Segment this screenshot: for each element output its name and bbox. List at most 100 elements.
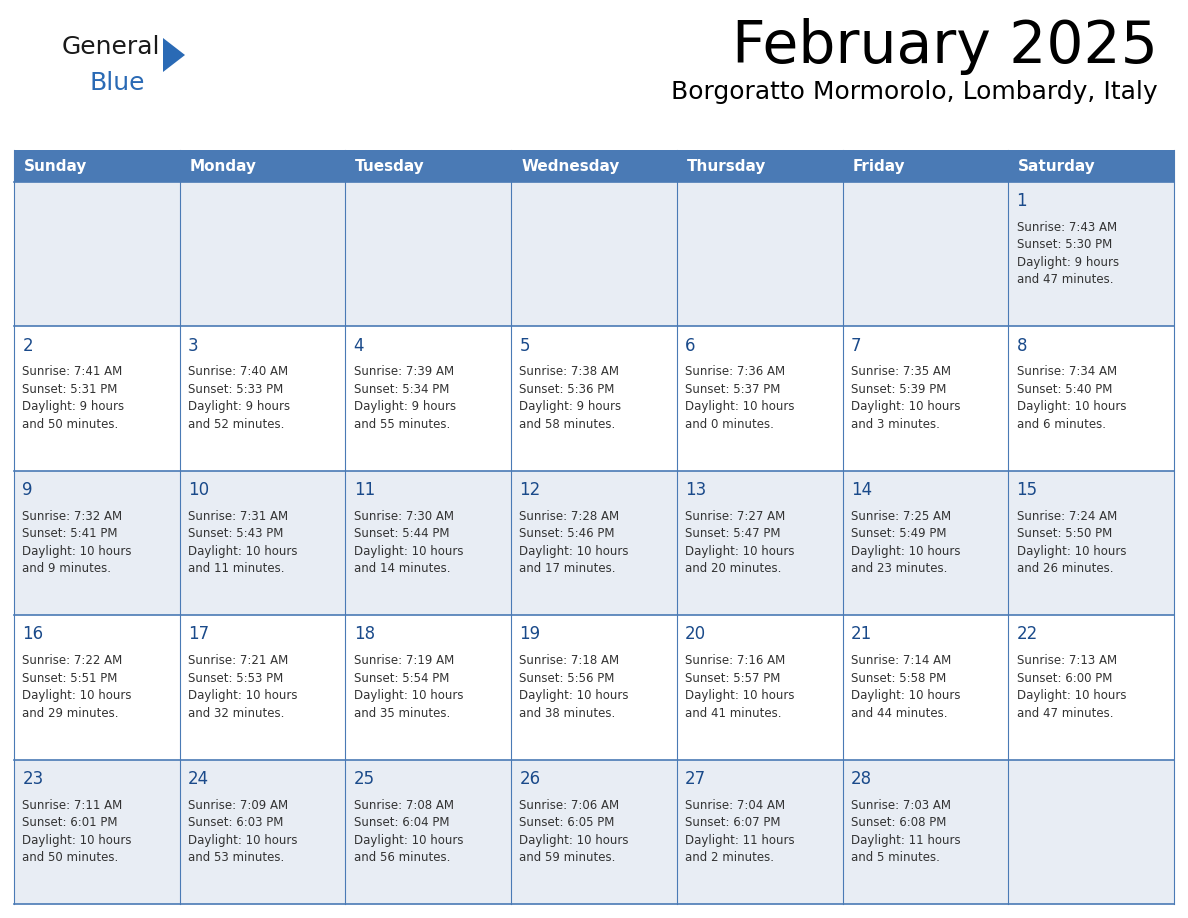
Text: Sunrise: 7:13 AM
Sunset: 6:00 PM
Daylight: 10 hours
and 47 minutes.: Sunrise: 7:13 AM Sunset: 6:00 PM Dayligh… [1017,655,1126,720]
Text: 9: 9 [23,481,33,498]
Bar [1009,150,1174,182]
Text: Sunrise: 7:31 AM
Sunset: 5:43 PM
Daylight: 10 hours
and 11 minutes.: Sunrise: 7:31 AM Sunset: 5:43 PM Dayligh… [188,509,297,576]
Text: Sunrise: 7:21 AM
Sunset: 5:53 PM
Daylight: 10 hours
and 32 minutes.: Sunrise: 7:21 AM Sunset: 5:53 PM Dayligh… [188,655,297,720]
Text: Sunday: Sunday [24,159,87,174]
Text: Sunrise: 7:06 AM
Sunset: 6:05 PM
Daylight: 10 hours
and 59 minutes.: Sunrise: 7:06 AM Sunset: 6:05 PM Dayligh… [519,799,628,864]
Bar [14,471,179,615]
Bar [842,327,1009,471]
Bar [346,182,511,327]
Text: 10: 10 [188,481,209,498]
Bar [677,327,842,471]
Bar [677,150,842,182]
Bar [179,471,346,615]
Text: 4: 4 [354,337,365,354]
Text: Sunrise: 7:39 AM
Sunset: 5:34 PM
Daylight: 9 hours
and 55 minutes.: Sunrise: 7:39 AM Sunset: 5:34 PM Dayligh… [354,365,456,431]
Text: Saturday: Saturday [1018,159,1097,174]
Text: Blue: Blue [90,71,145,95]
Bar [346,759,511,904]
Bar [511,759,677,904]
Text: Sunrise: 7:14 AM
Sunset: 5:58 PM
Daylight: 10 hours
and 44 minutes.: Sunrise: 7:14 AM Sunset: 5:58 PM Dayligh… [851,655,960,720]
Bar [179,759,346,904]
Text: Sunrise: 7:28 AM
Sunset: 5:46 PM
Daylight: 10 hours
and 17 minutes.: Sunrise: 7:28 AM Sunset: 5:46 PM Dayligh… [519,509,628,576]
Text: 19: 19 [519,625,541,644]
Text: General: General [62,35,160,59]
Bar [179,150,346,182]
Text: Sunrise: 7:08 AM
Sunset: 6:04 PM
Daylight: 10 hours
and 56 minutes.: Sunrise: 7:08 AM Sunset: 6:04 PM Dayligh… [354,799,463,864]
Text: Sunrise: 7:09 AM
Sunset: 6:03 PM
Daylight: 10 hours
and 53 minutes.: Sunrise: 7:09 AM Sunset: 6:03 PM Dayligh… [188,799,297,864]
Text: Sunrise: 7:16 AM
Sunset: 5:57 PM
Daylight: 10 hours
and 41 minutes.: Sunrise: 7:16 AM Sunset: 5:57 PM Dayligh… [685,655,795,720]
Text: 24: 24 [188,769,209,788]
Text: Borgoratto Mormorolo, Lombardy, Italy: Borgoratto Mormorolo, Lombardy, Italy [671,80,1158,104]
Text: 3: 3 [188,337,198,354]
Text: 5: 5 [519,337,530,354]
Bar [1009,615,1174,759]
Text: Sunrise: 7:41 AM
Sunset: 5:31 PM
Daylight: 9 hours
and 50 minutes.: Sunrise: 7:41 AM Sunset: 5:31 PM Dayligh… [23,365,125,431]
Text: Monday: Monday [190,159,257,174]
Bar [14,759,179,904]
Bar [511,327,677,471]
Bar [677,615,842,759]
Text: Sunrise: 7:35 AM
Sunset: 5:39 PM
Daylight: 10 hours
and 3 minutes.: Sunrise: 7:35 AM Sunset: 5:39 PM Dayligh… [851,365,960,431]
Bar [677,471,842,615]
Bar [842,182,1009,327]
Text: 18: 18 [354,625,375,644]
Text: Sunrise: 7:36 AM
Sunset: 5:37 PM
Daylight: 10 hours
and 0 minutes.: Sunrise: 7:36 AM Sunset: 5:37 PM Dayligh… [685,365,795,431]
Bar [511,182,677,327]
Text: Sunrise: 7:03 AM
Sunset: 6:08 PM
Daylight: 11 hours
and 5 minutes.: Sunrise: 7:03 AM Sunset: 6:08 PM Dayligh… [851,799,960,864]
Text: 14: 14 [851,481,872,498]
Bar [14,615,179,759]
Text: 17: 17 [188,625,209,644]
Text: Sunrise: 7:22 AM
Sunset: 5:51 PM
Daylight: 10 hours
and 29 minutes.: Sunrise: 7:22 AM Sunset: 5:51 PM Dayligh… [23,655,132,720]
Bar [1009,182,1174,327]
Text: 15: 15 [1017,481,1037,498]
Text: 20: 20 [685,625,707,644]
Bar [511,615,677,759]
Text: Sunrise: 7:30 AM
Sunset: 5:44 PM
Daylight: 10 hours
and 14 minutes.: Sunrise: 7:30 AM Sunset: 5:44 PM Dayligh… [354,509,463,576]
Text: Sunrise: 7:34 AM
Sunset: 5:40 PM
Daylight: 10 hours
and 6 minutes.: Sunrise: 7:34 AM Sunset: 5:40 PM Dayligh… [1017,365,1126,431]
Text: 27: 27 [685,769,707,788]
Bar [1009,471,1174,615]
Text: Tuesday: Tuesday [355,159,425,174]
Text: Sunrise: 7:27 AM
Sunset: 5:47 PM
Daylight: 10 hours
and 20 minutes.: Sunrise: 7:27 AM Sunset: 5:47 PM Dayligh… [685,509,795,576]
Bar [179,327,346,471]
Bar [346,150,511,182]
Text: 8: 8 [1017,337,1028,354]
Bar [842,471,1009,615]
Bar [1009,759,1174,904]
Bar [677,182,842,327]
Bar [1009,327,1174,471]
Bar [179,182,346,327]
Text: Wednesday: Wednesday [522,159,619,174]
Bar [346,327,511,471]
Text: 6: 6 [685,337,696,354]
Text: Sunrise: 7:19 AM
Sunset: 5:54 PM
Daylight: 10 hours
and 35 minutes.: Sunrise: 7:19 AM Sunset: 5:54 PM Dayligh… [354,655,463,720]
Text: 13: 13 [685,481,707,498]
Bar [346,471,511,615]
Text: February 2025: February 2025 [732,18,1158,75]
Text: Sunrise: 7:18 AM
Sunset: 5:56 PM
Daylight: 10 hours
and 38 minutes.: Sunrise: 7:18 AM Sunset: 5:56 PM Dayligh… [519,655,628,720]
Text: Friday: Friday [853,159,905,174]
Text: Sunrise: 7:24 AM
Sunset: 5:50 PM
Daylight: 10 hours
and 26 minutes.: Sunrise: 7:24 AM Sunset: 5:50 PM Dayligh… [1017,509,1126,576]
Text: 12: 12 [519,481,541,498]
Bar [346,615,511,759]
Bar [511,471,677,615]
Text: Sunrise: 7:25 AM
Sunset: 5:49 PM
Daylight: 10 hours
and 23 minutes.: Sunrise: 7:25 AM Sunset: 5:49 PM Dayligh… [851,509,960,576]
Text: 25: 25 [354,769,375,788]
Text: Thursday: Thursday [687,159,766,174]
Text: 22: 22 [1017,625,1038,644]
Text: Sunrise: 7:32 AM
Sunset: 5:41 PM
Daylight: 10 hours
and 9 minutes.: Sunrise: 7:32 AM Sunset: 5:41 PM Dayligh… [23,509,132,576]
Text: 16: 16 [23,625,44,644]
Bar [677,759,842,904]
Text: 1: 1 [1017,192,1028,210]
Text: Sunrise: 7:40 AM
Sunset: 5:33 PM
Daylight: 9 hours
and 52 minutes.: Sunrise: 7:40 AM Sunset: 5:33 PM Dayligh… [188,365,290,431]
Text: 21: 21 [851,625,872,644]
Text: Sunrise: 7:11 AM
Sunset: 6:01 PM
Daylight: 10 hours
and 50 minutes.: Sunrise: 7:11 AM Sunset: 6:01 PM Dayligh… [23,799,132,864]
Text: 28: 28 [851,769,872,788]
Text: 7: 7 [851,337,861,354]
Text: 2: 2 [23,337,33,354]
Bar [179,615,346,759]
Text: Sunrise: 7:43 AM
Sunset: 5:30 PM
Daylight: 9 hours
and 47 minutes.: Sunrise: 7:43 AM Sunset: 5:30 PM Dayligh… [1017,221,1119,286]
Text: Sunrise: 7:04 AM
Sunset: 6:07 PM
Daylight: 11 hours
and 2 minutes.: Sunrise: 7:04 AM Sunset: 6:07 PM Dayligh… [685,799,795,864]
Text: 23: 23 [23,769,44,788]
Bar [511,150,677,182]
